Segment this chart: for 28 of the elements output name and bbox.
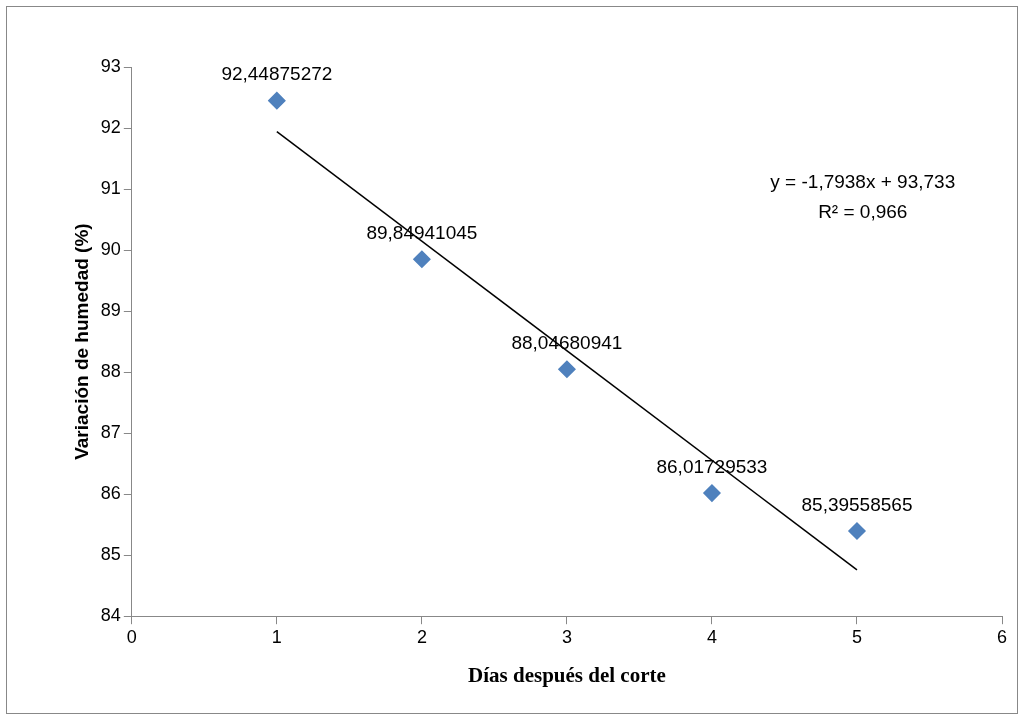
y-tick-label: 85	[100, 544, 121, 565]
x-tick-label: 4	[706, 626, 717, 647]
x-tick-label: 3	[561, 626, 572, 647]
y-tick-label: 90	[100, 239, 121, 260]
y-tick-label: 84	[100, 605, 121, 626]
point	[413, 250, 431, 269]
x-tick-label: 5	[851, 626, 862, 647]
y-tick-label: 91	[100, 178, 121, 199]
point	[558, 360, 576, 379]
y-tick-label: 89	[100, 300, 121, 321]
x-tick-label: 0	[126, 626, 137, 647]
x-tick-label: 6	[996, 626, 1008, 647]
y-tick-label: 86	[100, 483, 121, 504]
x-tick-label: 2	[416, 626, 427, 647]
x-tick-label: 1	[271, 626, 282, 647]
point	[703, 484, 721, 502]
y-axis-title: Variación de humedad (%)	[70, 223, 92, 460]
point	[268, 91, 286, 110]
annotation: y = -1,7938x + 93,733	[770, 170, 956, 192]
x-axis-title: Días después del corte	[468, 662, 666, 687]
point	[848, 522, 866, 540]
annotation: R² = 0,966	[818, 200, 908, 222]
y-tick-label: 87	[100, 422, 121, 443]
y-tick-label: 88	[100, 361, 121, 382]
data-label: 85,39558565	[801, 493, 913, 515]
y-tick-label: 92	[100, 116, 121, 137]
y-tick-label: 93	[100, 55, 121, 76]
data-label: 92,44875272	[221, 63, 333, 85]
